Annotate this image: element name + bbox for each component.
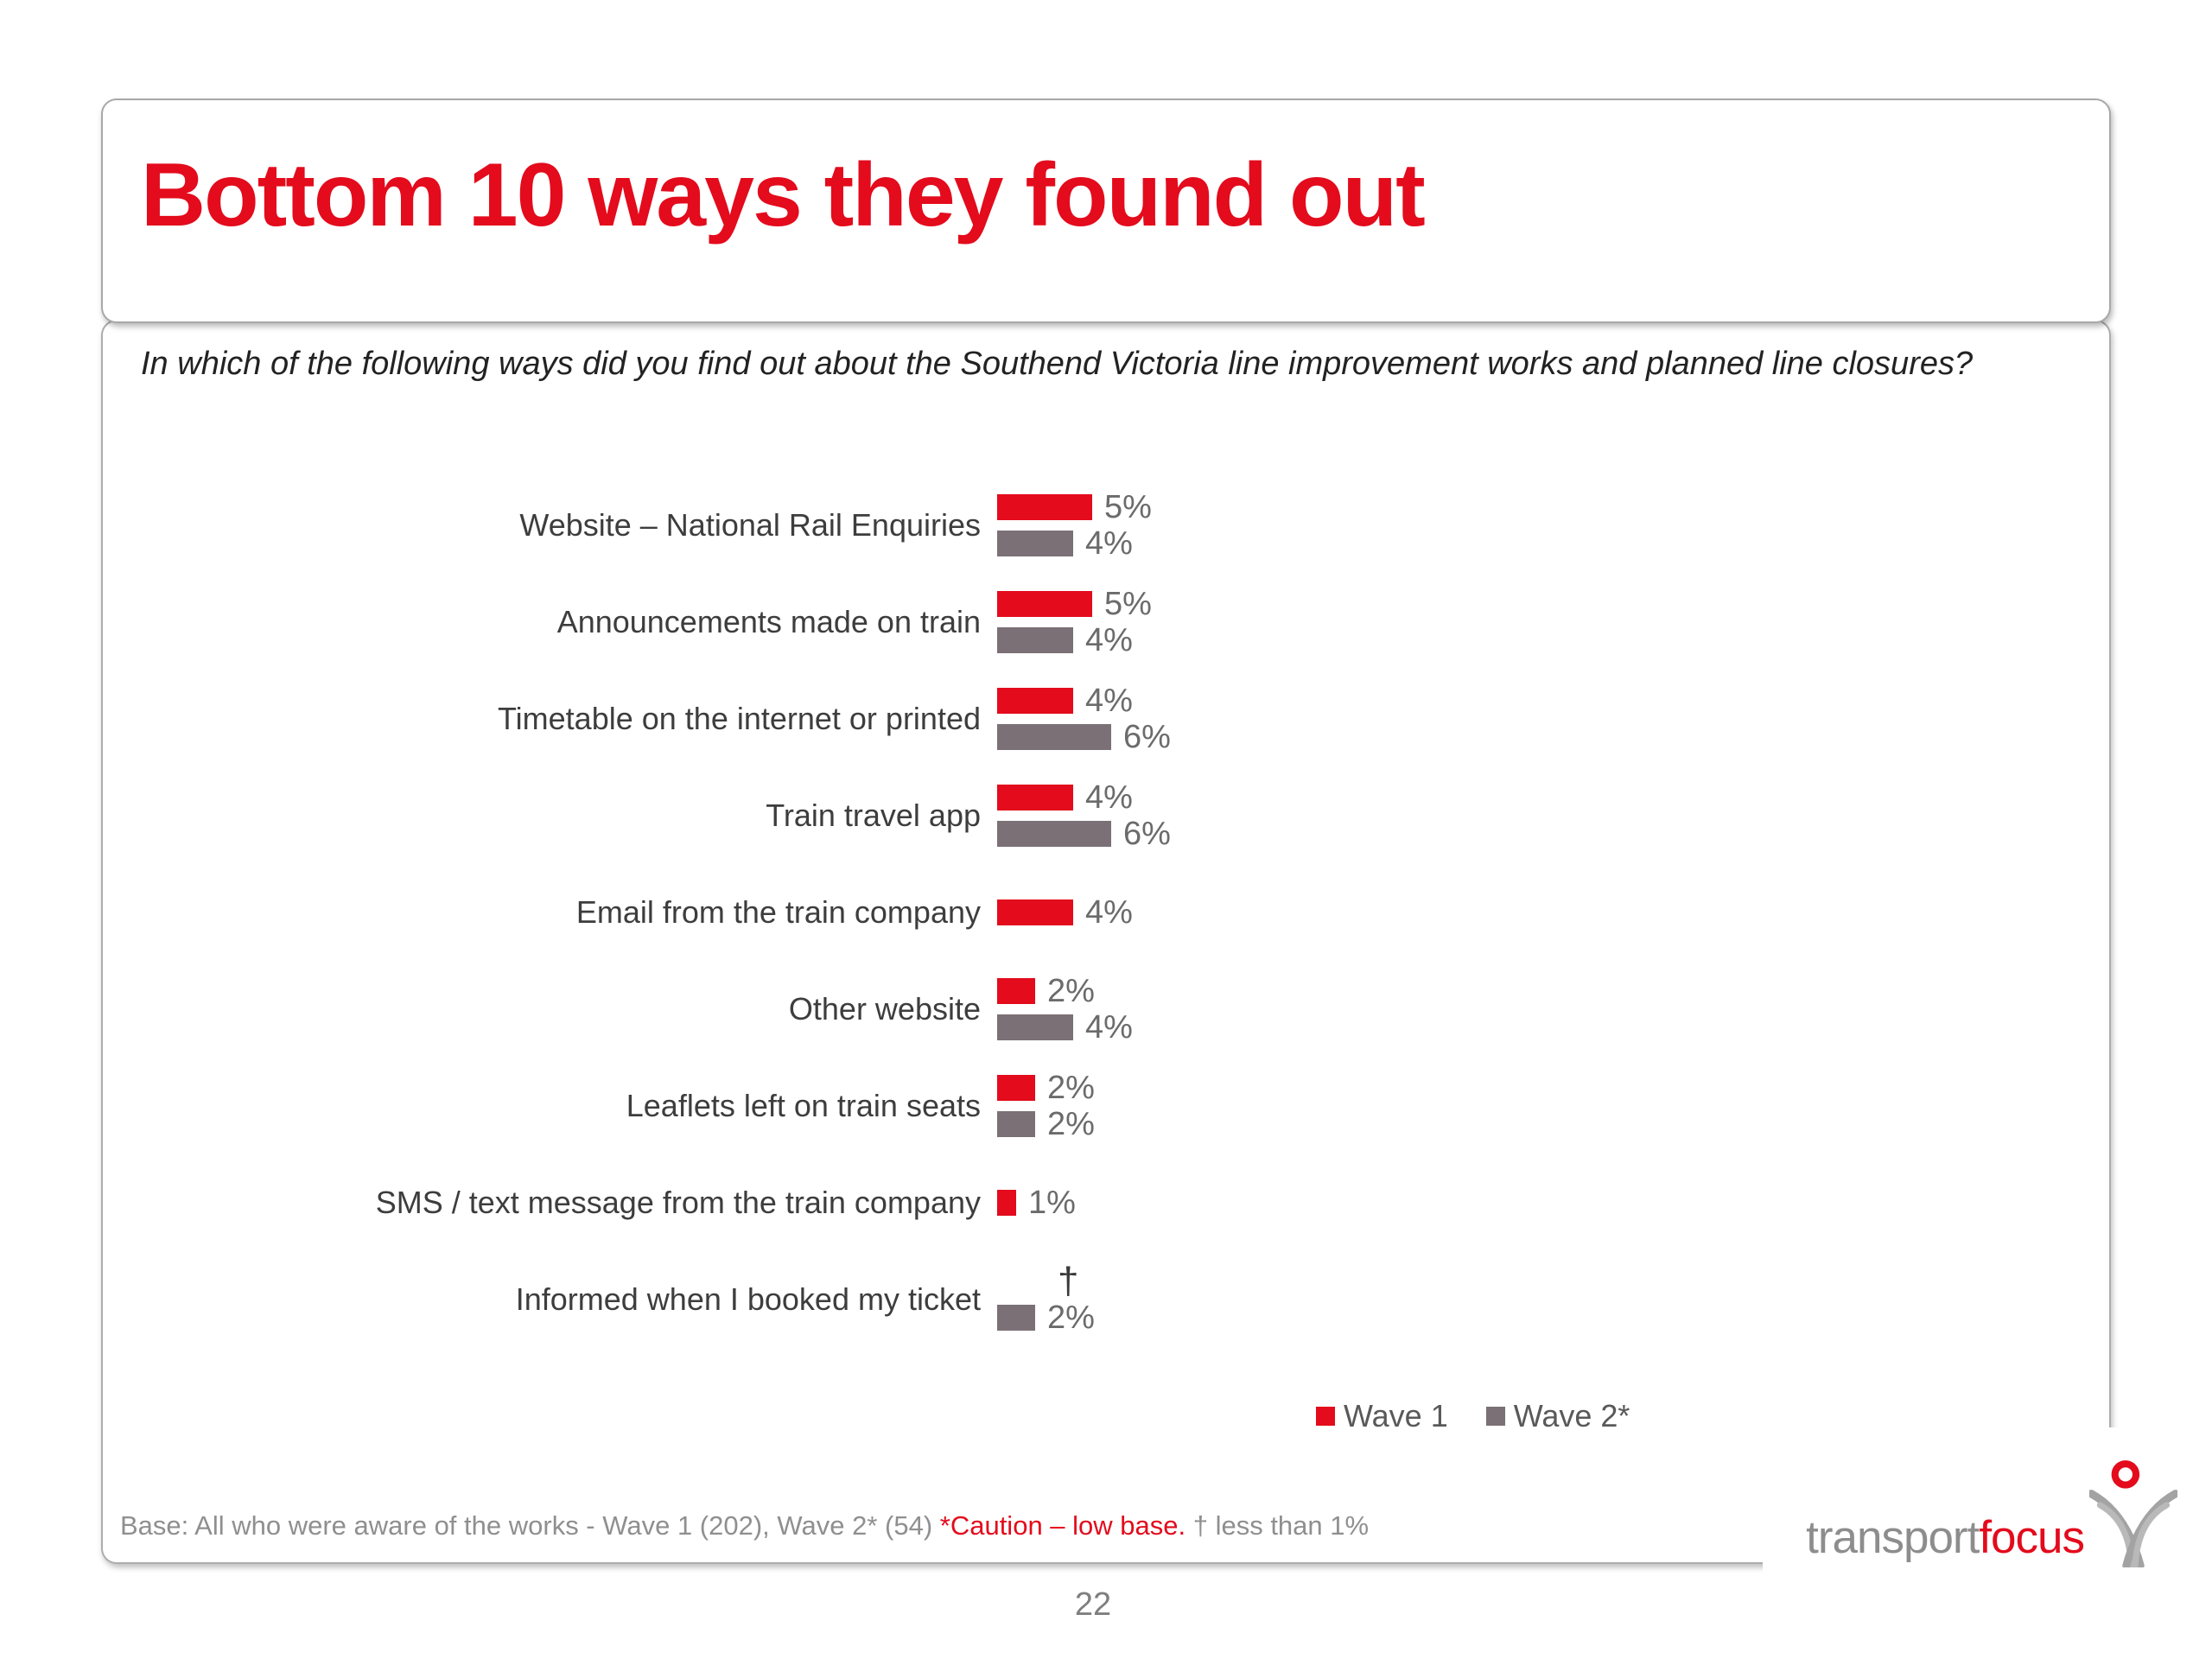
logo-wordmark: transportfocus (1806, 1512, 2085, 1563)
chart-row: Informed when I booked my ticket † 2% (103, 1251, 2109, 1348)
bar-wave1 (997, 688, 1073, 714)
bar-value-label: 4% (1085, 525, 1133, 562)
bar-line: 4% (997, 684, 1171, 717)
bar-line: 2% (997, 1071, 1095, 1104)
chart-row: Leaflets left on train seats 2% 2% (103, 1058, 2109, 1154)
bar-line: 5% (997, 491, 1152, 524)
bar-value-label: 2% (1047, 973, 1095, 1009)
legend-item-wave1: Wave 1 (1316, 1398, 1448, 1434)
chart-rows: Website – National Rail Enquiries 5% 4% A… (103, 477, 2109, 1348)
bar-value-label: 5% (1104, 586, 1152, 622)
category-label: Informed when I booked my ticket (515, 1281, 981, 1318)
bar-wave1 (997, 591, 1092, 617)
chart-row: Other website 2% 4% (103, 961, 2109, 1058)
page-title: Bottom 10 ways they found out (141, 145, 1426, 245)
chart-row: Train travel app 4% 6% (103, 767, 2109, 864)
category-label: Timetable on the internet or printed (498, 701, 981, 737)
bar-value-label: 2% (1047, 1070, 1095, 1106)
bar-wave1 (997, 1075, 1035, 1101)
category-label: Email from the train company (575, 894, 981, 931)
transport-focus-logo: transportfocus (1763, 1427, 2177, 1573)
bar-wave1 (997, 785, 1073, 810)
person-figure-icon (2089, 1460, 2177, 1567)
bar-group: † 2% (997, 1260, 1095, 1334)
bar-value-label: 2% (1047, 1300, 1095, 1336)
logo-text-transport: transport (1806, 1512, 1980, 1563)
bar-value-label: 4% (1085, 894, 1133, 931)
bar-line: 5% (997, 586, 1152, 622)
dagger-note: † less than 1% (1185, 1510, 1370, 1541)
category-label: Train travel app (766, 798, 981, 834)
category-label: Leaflets left on train seats (626, 1088, 981, 1124)
bar-line: 4% (997, 527, 1152, 560)
bar-group: 4% 6% (997, 781, 1171, 850)
chart-panel: In which of the following ways did you f… (101, 320, 2111, 1564)
category-label: Website – National Rail Enquiries (519, 507, 981, 543)
category-label: SMS / text message from the train compan… (375, 1185, 981, 1221)
bar-line: 2% (997, 1108, 1095, 1141)
bar-line: † (997, 1260, 1095, 1303)
bar-wave2 (997, 531, 1073, 556)
bar-wave2 (997, 627, 1073, 653)
legend-label-wave2: Wave 2* (1513, 1398, 1630, 1433)
bar-value-label: 4% (1085, 1009, 1133, 1046)
chart-row: Announcements made on train 5% 4% (103, 574, 2109, 671)
survey-question: In which of the following ways did you f… (141, 346, 1974, 382)
bar-wave1 (997, 494, 1092, 520)
bar-value-label: 4% (1085, 683, 1133, 719)
wave1-swatch-icon (1316, 1407, 1335, 1426)
logo-text-focus: focus (1979, 1512, 2085, 1563)
legend-label-wave1: Wave 1 (1344, 1398, 1448, 1433)
chart-row: Website – National Rail Enquiries 5% 4% (103, 477, 2109, 574)
page-number: 22 (1074, 1586, 1112, 1623)
bar-line: 4% (997, 896, 1133, 929)
bar-wave2 (997, 821, 1111, 847)
bar-group: 5% 4% (997, 491, 1152, 560)
bar-group: 4% (997, 896, 1133, 929)
wave2-swatch-icon (1485, 1407, 1505, 1426)
bar-value-label: 4% (1085, 622, 1133, 658)
bar-wave2 (997, 1305, 1035, 1331)
bar-line: 4% (997, 1011, 1133, 1044)
chart-legend: Wave 1 Wave 2* (1316, 1398, 1668, 1434)
bar-value-label: 6% (1123, 719, 1171, 755)
dagger-symbol: † (1058, 1260, 1079, 1303)
bar-line: 1% (997, 1186, 1076, 1219)
title-box: Bottom 10 ways they found out (101, 99, 2111, 323)
bar-group: 1% (997, 1186, 1076, 1219)
bar-line: 2% (997, 1301, 1095, 1334)
chart-row: SMS / text message from the train compan… (103, 1154, 2109, 1251)
bar-wave2 (997, 1014, 1073, 1040)
bar-value-label: 2% (1047, 1106, 1095, 1142)
category-label: Other website (788, 991, 981, 1027)
bar-line: 6% (997, 817, 1171, 850)
bar-group: 2% 4% (997, 973, 1133, 1044)
bar-wave1 (997, 978, 1035, 1004)
bar-wave2 (997, 724, 1111, 750)
bar-line: 2% (997, 973, 1133, 1009)
bar-value-label: 5% (1104, 489, 1152, 525)
caution-note: *Caution – low base. (939, 1510, 1186, 1541)
category-label: Announcements made on train (556, 604, 981, 640)
bar-group: 4% 6% (997, 684, 1171, 755)
bar-wave2 (997, 1111, 1035, 1137)
chart-row: Timetable on the internet or printed 4% 6… (103, 671, 2109, 767)
base-note-text: Base: All who were aware of the works - … (120, 1510, 940, 1541)
bar-line: 4% (997, 781, 1171, 814)
bar-value-label: 4% (1085, 779, 1133, 816)
bar-group: 2% 2% (997, 1071, 1095, 1141)
bar-wave1 (997, 899, 1073, 925)
bar-group: 5% 4% (997, 586, 1152, 657)
base-note: Base: All who were aware of the works - … (120, 1510, 1369, 1541)
legend-item-wave2: Wave 2* (1485, 1398, 1630, 1434)
bar-value-label: 1% (1028, 1185, 1076, 1221)
bar-line: 6% (997, 719, 1171, 755)
bar-value-label: 6% (1123, 816, 1171, 852)
bar-wave1 (997, 1190, 1016, 1216)
chart-row: Email from the train company 4% (103, 864, 2109, 961)
bar-line: 4% (997, 624, 1152, 657)
